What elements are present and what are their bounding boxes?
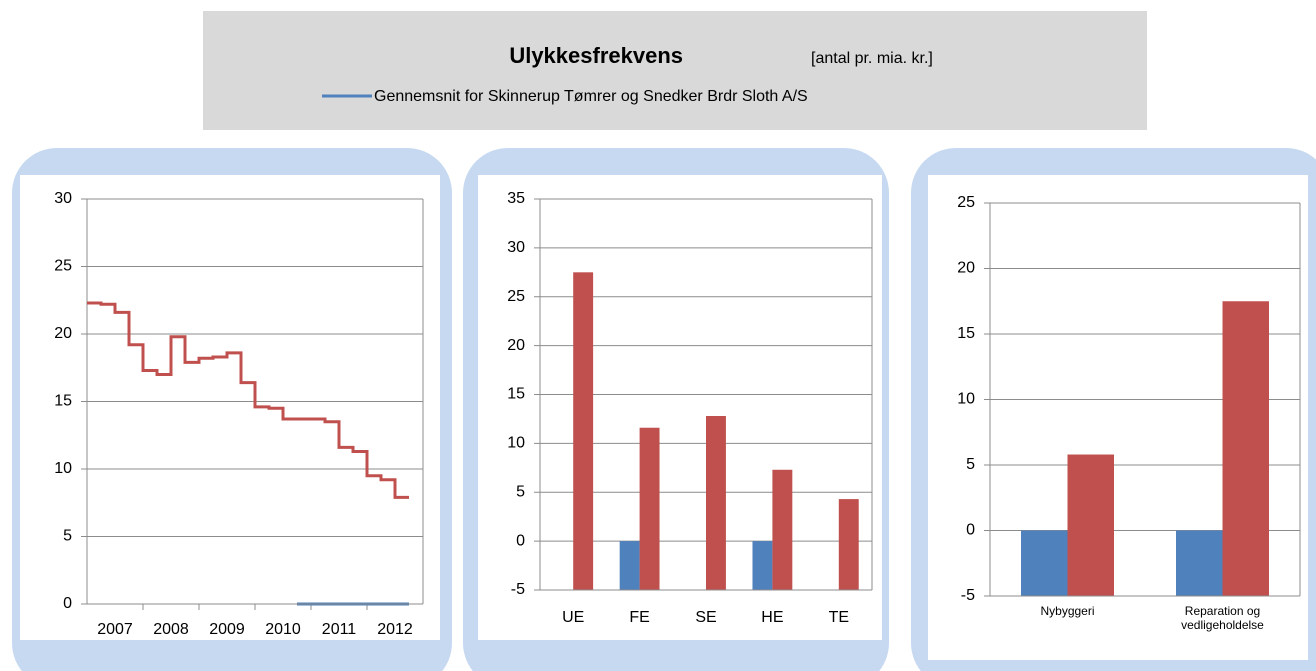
- header-box: [203, 11, 1147, 130]
- y-tick-label: 25: [54, 258, 72, 275]
- y-tick-label: 25: [507, 288, 525, 305]
- x-tick-label-text: Reparation og vedligeholdelse: [1181, 604, 1264, 632]
- line-series: [87, 301, 409, 499]
- y-tick-label: -5: [511, 581, 525, 598]
- chart-title: Ulykkesfrekvens: [509, 43, 683, 68]
- y-tick-label: 5: [63, 528, 72, 545]
- x-tick-label: 2009: [209, 621, 245, 638]
- bar: [752, 541, 773, 590]
- x-tick-label: 2008: [153, 621, 189, 638]
- y-tick-label: 25: [957, 194, 975, 211]
- y-tick-label: 0: [966, 522, 975, 539]
- y-tick-label: 0: [63, 595, 72, 612]
- x-tick-label: Nybyggeri: [1040, 604, 1095, 618]
- y-tick-label: 5: [516, 483, 525, 500]
- y-tick-label: 15: [507, 386, 525, 403]
- bar: [1067, 454, 1114, 596]
- legend-label: Gennemsnit for Skinnerup Tømrer og Snedk…: [374, 88, 808, 105]
- y-tick-label: 35: [507, 190, 525, 207]
- y-tick-label: 10: [507, 435, 525, 452]
- plot-background: [478, 175, 882, 640]
- bar: [838, 499, 859, 590]
- x-tick-label: SE: [695, 609, 716, 626]
- bar: [1176, 530, 1223, 596]
- bar: [772, 469, 793, 590]
- bar: [619, 541, 640, 590]
- bar: [573, 272, 594, 590]
- x-tick-label: 2011: [322, 621, 357, 638]
- y-tick-label: 5: [966, 456, 975, 473]
- y-tick-label: 0: [516, 532, 525, 549]
- y-tick-label: 15: [54, 393, 72, 410]
- plot-background: [20, 175, 440, 640]
- x-tick-label: 2012: [377, 621, 413, 638]
- x-tick-label-text: Nybyggeri: [1040, 604, 1095, 618]
- x-tick-label: FE: [629, 609, 649, 626]
- x-tick-label: HE: [761, 609, 783, 626]
- y-tick-label: 15: [957, 325, 975, 342]
- y-tick-label: 30: [507, 239, 525, 256]
- y-tick-label: 10: [957, 391, 975, 408]
- y-tick-label: 10: [54, 460, 72, 477]
- x-tick-label: 2007: [97, 621, 133, 638]
- bar: [1021, 530, 1068, 596]
- x-tick-label: UE: [562, 609, 584, 626]
- y-tick-label: 20: [54, 325, 72, 342]
- x-tick-label: 2010: [265, 621, 301, 638]
- x-tick-label: Reparation og vedligeholdelse: [1181, 604, 1264, 632]
- y-tick-label: 20: [507, 337, 525, 354]
- bar: [1222, 301, 1269, 596]
- bar: [706, 416, 726, 590]
- bar: [639, 427, 660, 590]
- chart-subtitle: [antal pr. mia. kr.]: [811, 50, 933, 67]
- x-tick-label: TE: [829, 609, 849, 626]
- y-tick-label: -5: [961, 587, 975, 604]
- y-tick-label: 20: [957, 260, 975, 277]
- y-tick-label: 30: [54, 190, 72, 207]
